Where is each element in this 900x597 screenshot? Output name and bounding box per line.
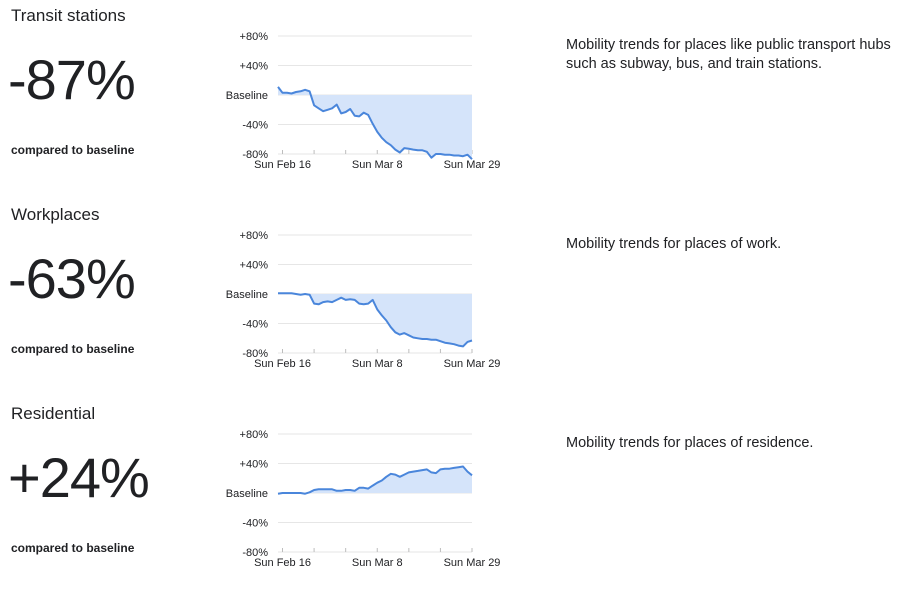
y-tick-label: Baseline (226, 488, 268, 500)
section-title: Workplaces (11, 205, 100, 224)
y-tick-label: -80% (242, 348, 268, 360)
y-tick-label: -40% (242, 120, 268, 132)
residential-section: Residential +24% compared to baseline +8… (0, 398, 900, 597)
y-tick-label: Baseline (226, 289, 268, 301)
section-description: Mobility trends for places like public t… (566, 37, 891, 72)
series-line (277, 465, 473, 495)
x-tick-label: Sun Feb 16 (254, 557, 311, 569)
percent-change: -87% (8, 48, 136, 111)
mobility-chart: +80% +40% Baseline -40% -80%Sun Feb 16 Sun Ma… (226, 429, 501, 569)
y-tick-label: -40% (242, 319, 268, 331)
y-tick-label: -40% (242, 518, 268, 530)
x-tick-label: Sun Mar 29 (444, 557, 501, 569)
section-title: Residential (11, 404, 96, 423)
x-tick-label: Sun Mar 8 (352, 557, 403, 569)
series-line (278, 292, 473, 348)
y-tick-label: +40% (240, 260, 269, 272)
area-fill (278, 293, 472, 347)
percent-change: +24% (8, 446, 150, 509)
y-tick-label: Baseline (226, 90, 268, 102)
workplaces-section: Workplaces -63% compared to baseline +80… (0, 199, 900, 398)
mobility-chart: +80% +40% Baseline -40% -80%Sun Feb 16 Sun Ma… (226, 31, 501, 171)
x-tick-label: Sun Mar 8 (352, 358, 403, 370)
x-tick-label: Sun Mar 29 (444, 358, 501, 370)
section-description: Mobility trends for places of residence. (566, 435, 814, 451)
x-tick-label: Sun Mar 29 (444, 159, 501, 171)
x-tick-label: Sun Feb 16 (254, 358, 311, 370)
series-line (277, 86, 473, 160)
x-tick-label: Sun Feb 16 (254, 159, 311, 171)
baseline-caption: compared to baseline (11, 541, 135, 555)
transit-section: Transit stations -87% compared to baseli… (0, 0, 900, 199)
baseline-caption: compared to baseline (11, 143, 135, 157)
y-tick-label: +40% (240, 61, 269, 73)
area-fill (278, 86, 472, 160)
baseline-caption: compared to baseline (11, 342, 135, 356)
section-title: Transit stations (11, 6, 126, 25)
mobility-chart: +80% +40% Baseline -40% -80%Sun Feb 16 Sun Ma… (226, 230, 501, 370)
section-description: Mobility trends for places of work. (566, 236, 782, 252)
x-tick-label: Sun Mar 8 (352, 159, 403, 171)
y-tick-label: -80% (242, 149, 268, 161)
y-tick-label: +40% (240, 459, 269, 471)
y-tick-label: +80% (240, 429, 269, 441)
y-tick-label: +80% (240, 230, 269, 242)
y-tick-label: -80% (242, 547, 268, 559)
area-fill (278, 466, 472, 494)
percent-change: -63% (8, 247, 136, 310)
y-tick-label: +80% (240, 31, 269, 43)
